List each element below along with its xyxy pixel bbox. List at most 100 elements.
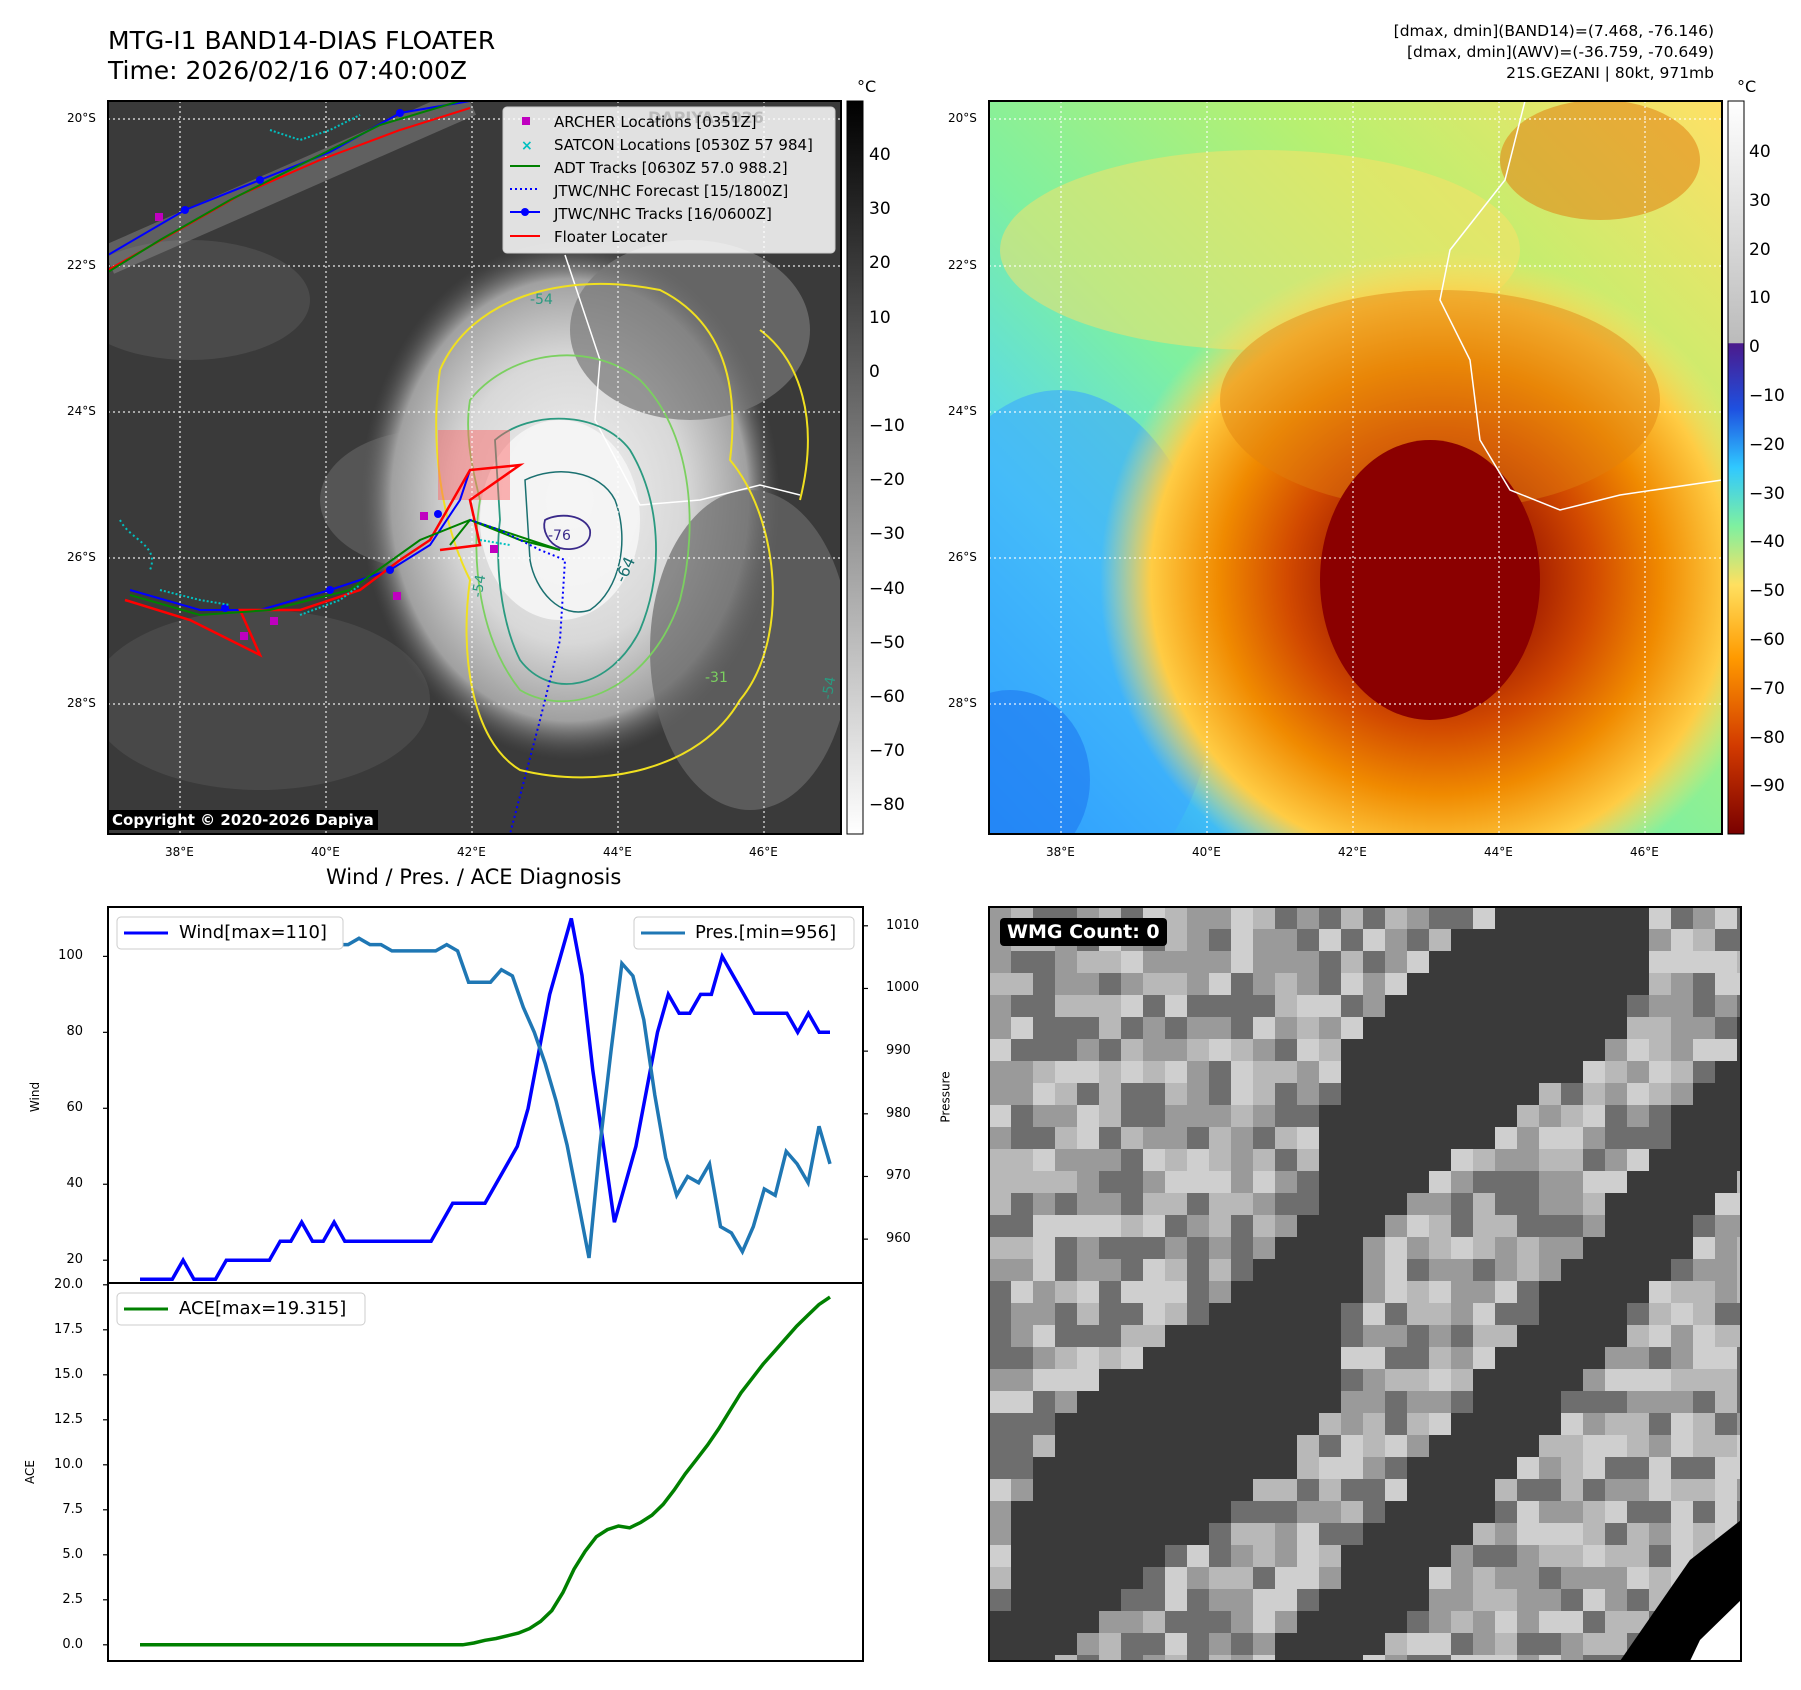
ace-legend — [116, 1292, 366, 1326]
ace-frame — [107, 1282, 864, 1662]
wind-tick-label: 40 — [66, 1176, 83, 1192]
gray-colorbar-tick: −70 — [869, 741, 905, 762]
wind-legend — [116, 916, 344, 950]
pressure-tick-label: 1000 — [886, 980, 920, 996]
lat-label-map1-26s: 26°S — [67, 550, 96, 564]
ace-tick-label: 0.0 — [62, 1636, 83, 1652]
gray-colorbar-tick: −50 — [869, 632, 905, 653]
lon-label-map2-40e: 40°E — [1192, 845, 1221, 859]
chart-title-line2: Time: 2026/02/16 07:40:00Z — [108, 56, 467, 85]
info-line3: 21S.GEZANI | 80kt, 971mb — [1506, 64, 1714, 82]
pres-legend-label: Pres.[min=956] — [695, 922, 837, 943]
wind-pres-plot — [103, 917, 868, 1281]
lon-label-map2-44e: 44°E — [1484, 845, 1513, 859]
gray-colorbar-unit: °C — [857, 77, 877, 96]
adt-track-south — [129, 518, 561, 617]
wind-series-line — [140, 917, 830, 1281]
ace-tick-label: 20.0 — [54, 1276, 83, 1292]
lon-label-map2-46e: 46°E — [1630, 845, 1659, 859]
gray-colorbar — [846, 100, 864, 835]
pres-legend — [633, 916, 855, 950]
color-colorbar-tick: 20 — [1749, 239, 1771, 260]
lon-label-map1-40e: 40°E — [311, 845, 340, 859]
diagnosis-title: Wind / Pres. / ACE Diagnosis — [326, 865, 622, 889]
color-colorbar-unit: °C — [1737, 77, 1757, 96]
legend-label-archer: ARCHER Locations [0351Z] — [554, 113, 757, 131]
chart-title-line1: MTG-I1 BAND14-DIAS FLOATER — [108, 26, 496, 55]
gray-colorbar-tick: 10 — [869, 307, 891, 328]
wind-tick-label: 60 — [66, 1100, 83, 1116]
lat-label-map2-26s: 26°S — [948, 550, 977, 564]
watermark: DAPIYA 2026 — [648, 108, 764, 127]
adt-track-north — [108, 101, 461, 273]
ace-axis-label: ACE — [22, 1460, 37, 1484]
color-colorbar — [1727, 100, 1745, 835]
map2-frame — [988, 100, 1723, 835]
lat-label-map2-20s: 20°S — [948, 111, 977, 125]
pressure-series-line — [140, 917, 832, 1259]
color-colorbar-tick: −90 — [1749, 776, 1785, 797]
color-colorbar-tick: −80 — [1749, 727, 1785, 748]
gray-colorbar-tick: −20 — [869, 470, 905, 491]
lat-label-map1-24s: 24°S — [67, 404, 96, 418]
satcon-points — [159, 114, 511, 616]
ace-legend-label: ACE[max=19.315] — [179, 1298, 347, 1319]
wind-tick-label: 20 — [66, 1252, 83, 1268]
contour-label: -76 — [548, 528, 571, 544]
ace-tick-label: 15.0 — [54, 1366, 83, 1382]
copyright-label: Copyright © 2020-2026 Dapiya — [108, 810, 378, 830]
legend-label-forecast: JTWC/NHC Forecast [15/1800Z] — [554, 182, 789, 200]
jtwc-forecast — [469, 519, 567, 834]
gray-colorbar-tick: −60 — [869, 687, 905, 707]
color-colorbar-tick: 40 — [1749, 142, 1771, 162]
gray-colorbar-tick: 0 — [869, 361, 880, 382]
color-colorbar-tick: −70 — [1749, 678, 1785, 699]
lon-label-map1-46e: 46°E — [749, 845, 778, 859]
wmg-count-badge: WMG Count: 0 — [1000, 918, 1167, 946]
color-ir-map — [989, 101, 1722, 834]
floater-track-south — [124, 463, 525, 658]
lon-label-map2-42e: 42°E — [1338, 845, 1367, 859]
legend-label-adt: ADT Tracks [0630Z 57.0 988.2] — [554, 159, 788, 177]
grayscale-ir-map — [108, 101, 841, 834]
ace-tick-label: 2.5 — [62, 1591, 83, 1607]
gray-colorbar-tick: −30 — [869, 524, 905, 545]
ace-tick-label: 12.5 — [54, 1411, 83, 1427]
gray-colorbar-tick: 20 — [869, 253, 891, 274]
color-colorbar-tick: 0 — [1749, 337, 1760, 358]
color-colorbar-tick: −40 — [1749, 532, 1785, 553]
gray-colorbar-tick: −40 — [869, 578, 905, 599]
pressure-tick-label: 1010 — [886, 917, 920, 933]
lat-label-map2-24s: 24°S — [948, 404, 977, 418]
color-colorbar-tick: −30 — [1749, 483, 1785, 504]
ace-plot — [103, 1284, 831, 1647]
lon-label-map1-38e: 38°E — [165, 845, 194, 859]
wind-axis-label: Wind — [28, 1081, 43, 1113]
gray-colorbar-tick: −80 — [869, 795, 905, 816]
lat-label-map2-22s: 22°S — [948, 258, 977, 272]
jtwc-track-south — [129, 469, 471, 611]
gray-colorbar-tick: 30 — [869, 199, 891, 220]
info-line2: [dmax, dmin](AWV)=(-36.759, -70.649) — [1407, 43, 1714, 61]
wind-pres-frame — [107, 906, 864, 1284]
ace-tick-label: 5.0 — [62, 1546, 83, 1562]
lat-label-map2-28s: 28°S — [948, 696, 977, 710]
map2-gridlines — [989, 101, 1722, 834]
jtwc-track-points — [181, 109, 442, 612]
lon-label-map2-38e: 38°E — [1046, 845, 1075, 859]
wind-legend-label: Wind[max=110] — [179, 922, 327, 943]
wind-tick-label: 80 — [66, 1024, 83, 1040]
info-line1: [dmax, dmin](BAND14)=(7.468, -76.146) — [1393, 22, 1714, 40]
pressure-axis-label: Pressure — [938, 1071, 953, 1123]
legend-satcon-marker: × — [521, 138, 533, 154]
color-colorbar-tick: 30 — [1749, 190, 1771, 211]
gray-colorbar-tick: −10 — [869, 416, 905, 436]
legend-tracks-dot — [521, 208, 529, 216]
contour-label: -54 — [530, 292, 553, 308]
contour-label: -31 — [705, 670, 728, 686]
lat-label-map1-22s: 22°S — [67, 258, 96, 272]
gray-colorbar-tick: 40 — [869, 145, 891, 165]
ace-tick-label: 17.5 — [54, 1321, 83, 1337]
lat-label-map1-28s: 28°S — [67, 696, 96, 710]
